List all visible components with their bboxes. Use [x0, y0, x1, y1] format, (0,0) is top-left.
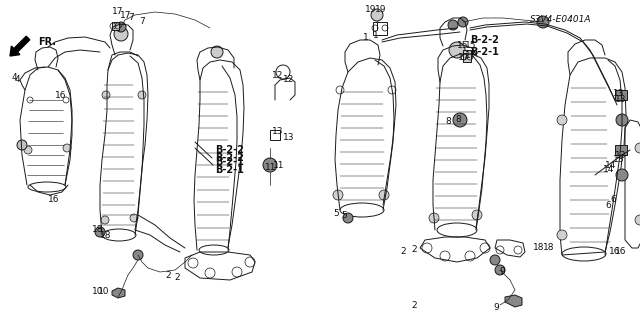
Text: 1: 1 [373, 31, 379, 40]
Polygon shape [112, 288, 125, 298]
Polygon shape [505, 295, 522, 307]
Text: 13: 13 [613, 88, 625, 98]
Polygon shape [615, 145, 627, 155]
Ellipse shape [138, 91, 146, 99]
Text: B-2-1: B-2-1 [215, 165, 244, 175]
Text: 7: 7 [139, 18, 145, 26]
Text: 11: 11 [273, 160, 285, 169]
Text: 17: 17 [112, 6, 124, 16]
Text: 13: 13 [613, 155, 625, 165]
Ellipse shape [133, 250, 143, 260]
Text: 16: 16 [48, 196, 60, 204]
Ellipse shape [343, 213, 353, 223]
Text: 2: 2 [165, 271, 171, 280]
Text: B-2-2: B-2-2 [470, 35, 499, 45]
Text: 5: 5 [333, 209, 339, 218]
Ellipse shape [453, 113, 467, 127]
Ellipse shape [557, 230, 567, 240]
Text: 6: 6 [610, 196, 616, 204]
Text: 18: 18 [533, 243, 545, 253]
Ellipse shape [101, 216, 109, 224]
Text: 9: 9 [499, 268, 505, 277]
Text: 4: 4 [12, 73, 18, 83]
Ellipse shape [130, 214, 138, 222]
Text: 2: 2 [411, 246, 417, 255]
Text: FR.: FR. [38, 37, 56, 47]
Text: 18: 18 [543, 243, 554, 253]
Polygon shape [112, 22, 119, 30]
Text: 2: 2 [174, 273, 180, 283]
Text: 4: 4 [15, 76, 20, 85]
Text: 14: 14 [605, 160, 616, 169]
Text: B-2-2: B-2-2 [215, 145, 244, 155]
Text: S3V4-E0401A: S3V4-E0401A [530, 16, 591, 25]
Text: 17: 17 [465, 50, 477, 60]
Text: 2: 2 [400, 248, 406, 256]
Ellipse shape [635, 143, 640, 153]
Text: 11: 11 [265, 164, 276, 173]
Polygon shape [615, 90, 627, 100]
Ellipse shape [371, 9, 383, 21]
Ellipse shape [211, 46, 223, 58]
Text: 16: 16 [55, 91, 67, 100]
Text: 12: 12 [272, 70, 284, 79]
Text: 13: 13 [272, 128, 284, 137]
Text: 13: 13 [283, 133, 294, 143]
Text: 16: 16 [615, 248, 627, 256]
Ellipse shape [24, 146, 32, 154]
Text: 8: 8 [455, 115, 461, 124]
Ellipse shape [95, 227, 105, 237]
Text: 17: 17 [458, 53, 470, 62]
Polygon shape [463, 50, 471, 62]
Text: B-2-2: B-2-2 [215, 153, 244, 163]
Text: 7: 7 [128, 13, 134, 23]
Ellipse shape [114, 27, 128, 41]
Text: 2: 2 [411, 300, 417, 309]
Ellipse shape [17, 140, 27, 150]
Text: 5: 5 [341, 211, 347, 219]
Ellipse shape [448, 20, 458, 30]
Text: 18: 18 [92, 226, 104, 234]
Ellipse shape [429, 213, 439, 223]
Ellipse shape [557, 115, 567, 125]
Ellipse shape [616, 114, 628, 126]
Text: 15: 15 [457, 41, 468, 49]
Ellipse shape [635, 215, 640, 225]
Ellipse shape [263, 158, 277, 172]
Text: 14: 14 [603, 166, 614, 174]
Text: 8: 8 [445, 117, 451, 127]
Ellipse shape [333, 190, 343, 200]
Text: 9: 9 [493, 303, 499, 313]
Text: 1: 1 [363, 33, 369, 42]
Text: 12: 12 [283, 76, 294, 85]
Ellipse shape [495, 265, 505, 275]
Ellipse shape [458, 17, 468, 27]
FancyArrow shape [10, 36, 30, 56]
Ellipse shape [449, 42, 465, 58]
Text: 10: 10 [92, 287, 104, 296]
Text: 6: 6 [605, 201, 611, 210]
Text: 10: 10 [98, 287, 109, 296]
Ellipse shape [102, 91, 110, 99]
Ellipse shape [379, 190, 389, 200]
Text: 16: 16 [609, 248, 621, 256]
Text: 15: 15 [465, 41, 477, 49]
Text: 19: 19 [375, 5, 387, 14]
Ellipse shape [616, 169, 628, 181]
Ellipse shape [116, 22, 126, 32]
Text: B-2-1: B-2-1 [215, 157, 244, 167]
Text: 13: 13 [615, 151, 627, 160]
Text: 18: 18 [100, 231, 111, 240]
Ellipse shape [472, 210, 482, 220]
Ellipse shape [537, 16, 549, 28]
Text: B-2-1: B-2-1 [470, 47, 499, 57]
Text: 19: 19 [365, 5, 376, 14]
Ellipse shape [63, 144, 71, 152]
Text: 13: 13 [615, 95, 627, 105]
Ellipse shape [490, 255, 500, 265]
Text: 17: 17 [120, 11, 131, 20]
